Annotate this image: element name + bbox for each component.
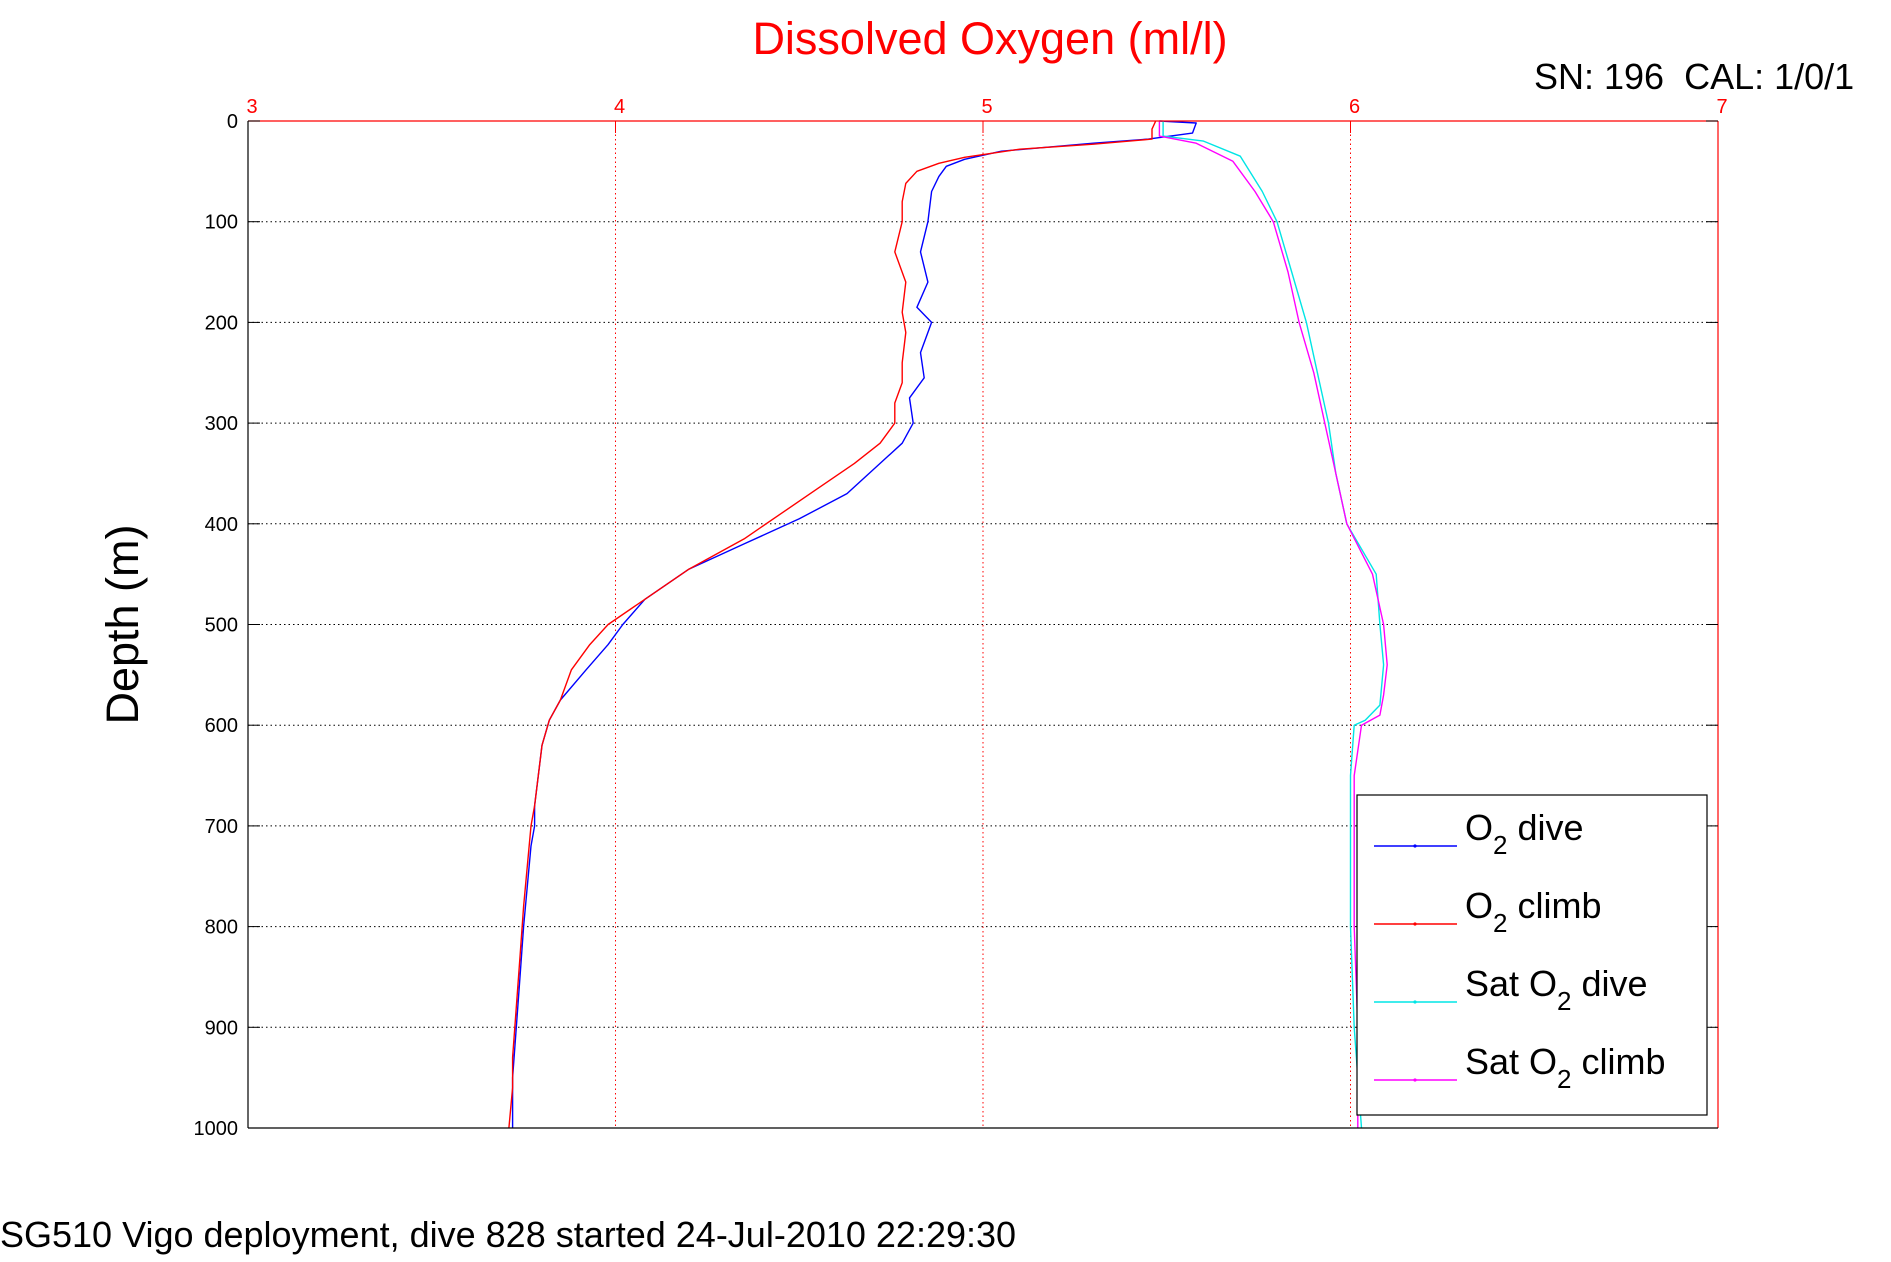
legend-box (1356, 794, 1708, 1116)
y-tick-label: 900 (205, 1017, 238, 1039)
legend-label: O2 climb (1465, 885, 1602, 938)
legend-marker (1413, 922, 1417, 926)
y-tick-label: 700 (205, 816, 238, 838)
legend-marker (1413, 1078, 1417, 1082)
dive-info-caption: SG510 Vigo deployment, dive 828 started … (0, 1214, 1016, 1255)
chart-title: Dissolved Oxygen (ml/l) (752, 13, 1227, 64)
x-tick-label: 4 (614, 96, 625, 118)
y-tick-label: 1000 (194, 1118, 239, 1140)
x-tick-label: 6 (1349, 96, 1360, 118)
y-tick-label: 100 (205, 212, 238, 234)
serial-calibration-label: SN: 196 CAL: 1/0/1 (1534, 56, 1854, 97)
y-tick-label: 400 (205, 514, 238, 536)
legend-label: Sat O2 dive (1465, 963, 1648, 1016)
y-tick-label: 800 (205, 917, 238, 939)
series-line-4 (1158, 121, 1388, 1128)
y-axis-label: Depth (m) (97, 524, 148, 724)
series-line-1 (511, 120, 1197, 1128)
y-tick-label: 200 (205, 312, 238, 334)
legend: O2 dive O2 climb Sat O2 dive Sat O2 climb (1356, 794, 1708, 1116)
y-tick-label: 600 (205, 715, 238, 737)
legend-label: O2 dive (1465, 807, 1584, 860)
x-tick-label: 7 (1716, 96, 1727, 118)
x-tick-label: 3 (246, 96, 257, 118)
series-layer (508, 120, 1388, 1129)
legend-label: Sat O2 climb (1465, 1041, 1666, 1094)
y-tick-label: 500 (205, 615, 238, 637)
x-tick-label: 5 (981, 96, 992, 118)
series-line-2 (508, 120, 1157, 1129)
legend-marker (1413, 844, 1417, 848)
x-axis: 3 4 5 6 7 (246, 96, 1728, 1128)
legend-marker (1413, 1000, 1417, 1004)
y-axis: 0 100 200 300 400 500 600 700 800 900 1000 (194, 111, 1718, 1140)
y-tick-label: 300 (205, 413, 238, 435)
y-tick-label: 0 (227, 111, 238, 133)
